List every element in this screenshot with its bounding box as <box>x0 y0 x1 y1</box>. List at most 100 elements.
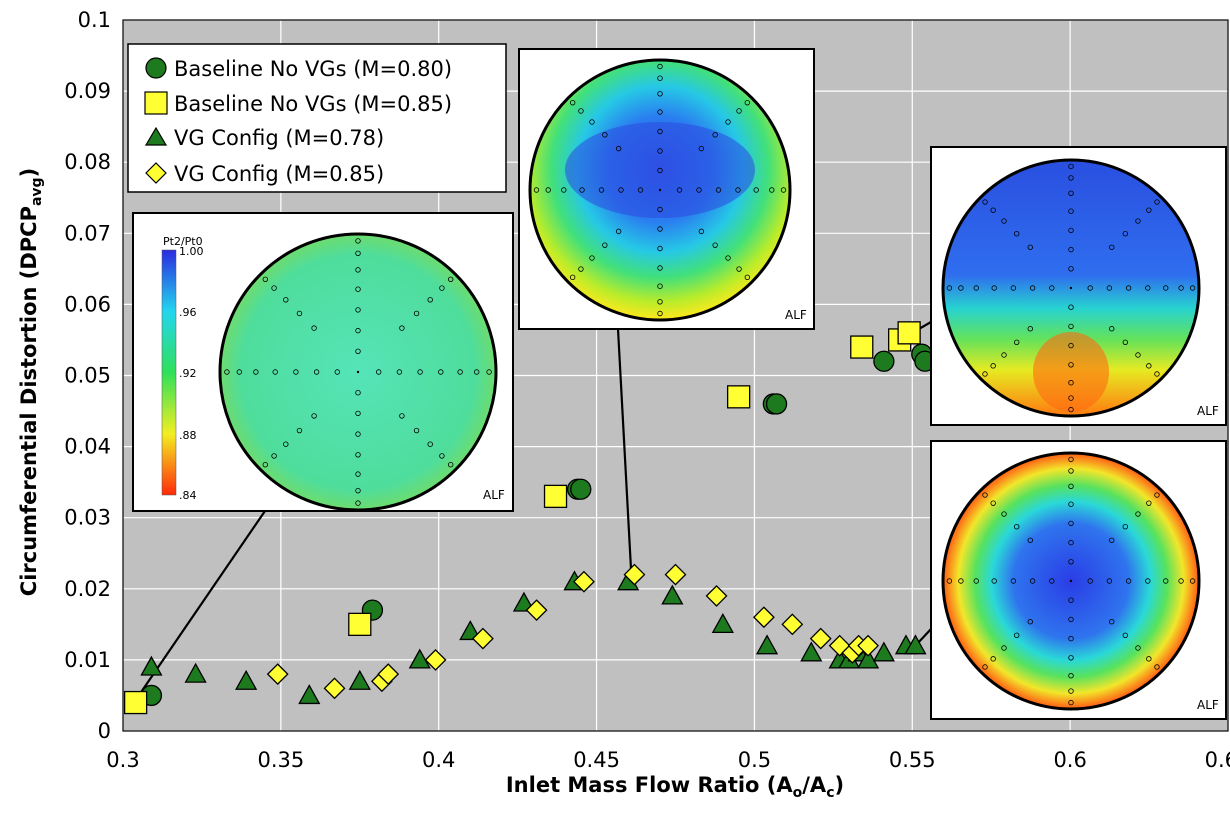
svg-text:Baseline No VGs (M=0.80): Baseline No VGs (M=0.80) <box>174 57 452 81</box>
probe-marker <box>1154 371 1160 377</box>
probe-marker <box>1068 456 1074 463</box>
probe-marker <box>1049 285 1055 291</box>
probe-marker <box>311 325 317 331</box>
y-tick-label: 0.05 <box>64 364 111 388</box>
probe-marker <box>313 369 320 375</box>
data-point-triangle <box>235 669 258 690</box>
probe-marker <box>973 285 979 291</box>
probe-marker <box>262 462 268 468</box>
probe-marker <box>1013 339 1020 346</box>
probe-marker <box>1135 645 1141 651</box>
probe-marker <box>1154 199 1160 205</box>
probe-center <box>356 370 360 374</box>
probe-marker <box>1068 468 1074 474</box>
probe-marker <box>1001 511 1007 517</box>
probe-marker <box>1068 597 1074 603</box>
probe-marker <box>618 187 624 193</box>
probe-marker <box>657 226 663 232</box>
probe-marker <box>427 441 433 447</box>
data-point-diamond <box>857 634 880 657</box>
probe-marker <box>1068 175 1074 181</box>
probe-marker <box>990 207 996 213</box>
legend-item-vg-078: VG Config (M=0.78) <box>144 126 384 150</box>
data-point-diamond <box>781 613 804 636</box>
leader-line <box>137 510 266 697</box>
probe-marker <box>355 286 361 292</box>
data-point-square <box>726 385 751 409</box>
probe-marker <box>1068 380 1074 386</box>
probe-marker <box>1001 352 1007 358</box>
probe-marker <box>1068 635 1074 642</box>
y-tick-label: 0.04 <box>64 435 111 459</box>
data-point-diamond <box>705 584 728 607</box>
probe-marker <box>1109 537 1115 543</box>
probe-marker <box>561 187 567 193</box>
probe-marker <box>1106 578 1113 584</box>
probe-marker <box>1068 655 1074 661</box>
probe-marker <box>736 266 742 272</box>
data-point-diamond <box>664 563 687 586</box>
data-point-diamond <box>323 677 346 700</box>
probe-marker <box>598 187 605 193</box>
x-tick-label: 0.65 <box>1205 748 1230 772</box>
probe-marker <box>780 187 787 193</box>
probe-marker <box>271 453 277 459</box>
svg-text:1.00: 1.00 <box>179 245 204 258</box>
probe-marker <box>715 187 722 193</box>
probe-marker <box>355 452 361 458</box>
tick-labels: 0.3 0.35 0.4 0.45 0.5 0.55 0.6 0.65 0 0.01 0.02 0.0… <box>64 8 1230 772</box>
probe-marker <box>657 63 663 70</box>
probe-marker <box>744 99 751 106</box>
probe-marker <box>545 187 551 193</box>
probe-marker <box>982 664 988 670</box>
probe-marker <box>355 307 361 313</box>
probe-marker <box>657 91 663 97</box>
probe-marker <box>1068 266 1074 272</box>
probe-marker <box>602 242 608 248</box>
data-point-triangle <box>298 684 321 705</box>
x-tick-label: 0.45 <box>573 748 620 772</box>
probe-marker <box>1122 230 1129 237</box>
probe-marker <box>1154 664 1160 670</box>
probe-marker <box>448 462 454 468</box>
probe-marker <box>698 228 705 235</box>
data-point-circle <box>873 350 895 372</box>
probe-marker <box>1125 285 1132 291</box>
data-point-circle <box>765 393 788 415</box>
probe-marker <box>602 132 608 138</box>
probe-marker <box>1135 352 1141 358</box>
probe-marker <box>438 369 444 375</box>
probe-center <box>1069 579 1073 583</box>
probe-marker <box>1013 523 1020 530</box>
data-point-triangle <box>512 591 536 612</box>
probe-marker <box>334 369 340 375</box>
probe-marker <box>224 369 230 375</box>
data-point-triangle <box>184 662 207 683</box>
data-point-triangle <box>755 634 779 655</box>
probe-marker <box>1068 520 1074 527</box>
data-point-diamond <box>471 627 494 650</box>
probe-marker <box>311 413 317 419</box>
data-point-triangle <box>140 655 163 676</box>
probe-marker <box>355 327 361 334</box>
data-point-square <box>850 335 874 359</box>
probe-marker <box>991 578 997 584</box>
x-tick-label: 0.5 <box>738 748 771 772</box>
probe-marker <box>676 187 683 193</box>
probe-marker <box>1068 688 1074 694</box>
probe-marker <box>296 310 303 317</box>
probe-marker <box>1068 539 1074 546</box>
probe-marker <box>1145 285 1151 291</box>
svg-text:.92: .92 <box>179 367 197 380</box>
probe-marker <box>355 390 361 396</box>
probe-marker <box>1178 578 1184 584</box>
x-tick-label: 0.3 <box>106 748 139 772</box>
legend: Baseline No VGs (M=0.80) Baseline No VGs… <box>127 43 507 193</box>
y-tick-label: 0.09 <box>64 79 111 103</box>
y-tick-label: 0.08 <box>64 150 111 174</box>
probe-marker <box>725 119 731 125</box>
data-point-diamond <box>752 606 775 629</box>
probe-marker <box>1049 578 1055 584</box>
probe-marker <box>427 297 433 303</box>
probe-marker <box>355 250 361 257</box>
